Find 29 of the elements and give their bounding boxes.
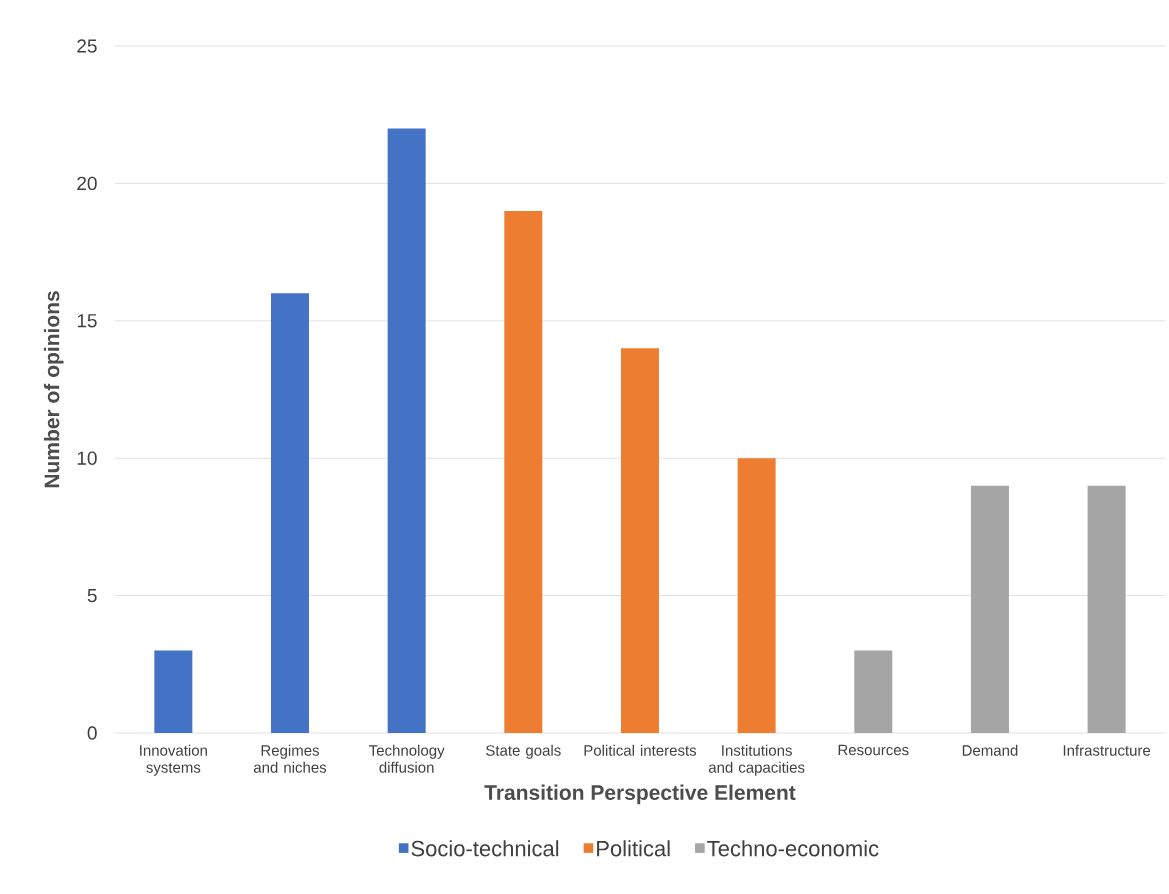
x-tick-label: Infrastructure xyxy=(1063,744,1151,756)
bar xyxy=(854,650,893,733)
x-tick-label: Regimes and niches xyxy=(253,744,327,773)
bar xyxy=(620,348,659,733)
x-tick-label: Institutions and capacities xyxy=(708,744,805,776)
legend-label: Political xyxy=(597,840,670,857)
x-tick-label: Innovation systems xyxy=(140,744,207,776)
x-tick-label: Political interests xyxy=(584,744,697,756)
y-tick-label: 25 xyxy=(77,39,97,53)
y-tick-label: 15 xyxy=(77,314,97,328)
bar xyxy=(387,128,426,733)
bar xyxy=(154,650,193,733)
y-tick-label: 5 xyxy=(87,588,97,603)
bar xyxy=(504,210,543,733)
bar xyxy=(270,293,309,733)
bar xyxy=(970,485,1009,733)
legend-label: Socio-technical xyxy=(411,840,559,857)
x-tick-label: Resources xyxy=(838,744,909,756)
x-tick-label: Demand xyxy=(962,744,1018,756)
y-axis-title: Number of opinions xyxy=(43,291,64,488)
x-axis-title: Transition Perspective Element xyxy=(484,784,796,805)
bar xyxy=(1087,485,1126,733)
bar xyxy=(737,458,776,733)
legend-label: Techno-economic xyxy=(707,840,879,857)
x-tick-label: State goals xyxy=(486,744,561,759)
y-tick-label: 0 xyxy=(87,726,97,740)
y-tick-label: 10 xyxy=(77,451,97,465)
x-tick-label: Technology diffusion xyxy=(369,744,445,773)
y-tick-label: 20 xyxy=(77,176,97,191)
